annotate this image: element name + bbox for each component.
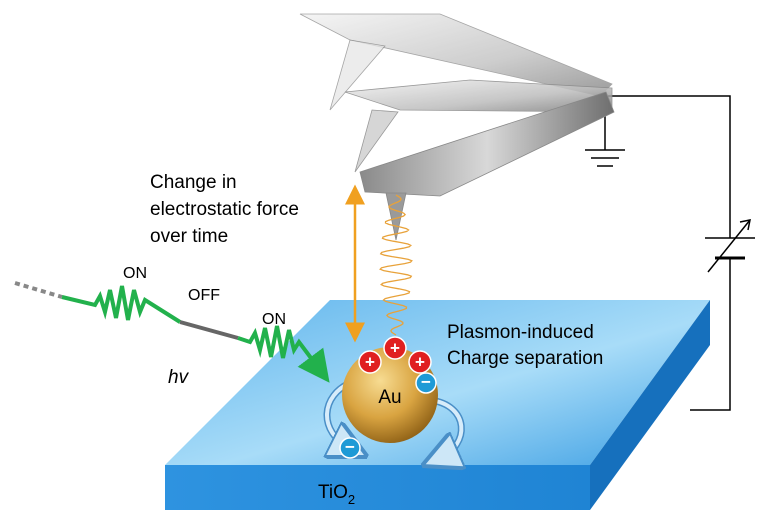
force-label: over time <box>150 226 228 247</box>
substrate-front <box>165 465 590 510</box>
charge-sign: − <box>345 438 355 457</box>
light-off <box>180 322 238 338</box>
on-label: ON <box>262 311 286 328</box>
particle-label: Au <box>378 387 401 408</box>
light-dashed <box>15 283 62 297</box>
off-label: OFF <box>188 287 220 304</box>
force-label: Change in <box>150 172 237 193</box>
photon-label: hv <box>168 367 190 388</box>
substrate-subscript: 2 <box>348 492 355 507</box>
charge-sign: + <box>390 339 400 358</box>
variable-arrow <box>708 220 750 272</box>
charge-sign: + <box>365 353 375 372</box>
charge-sign: − <box>421 373 431 392</box>
cantilevers <box>300 14 614 240</box>
force-label: electrostatic force <box>150 199 299 220</box>
on-label: ON <box>123 265 147 282</box>
substrate-formula: TiO <box>318 482 348 503</box>
charge-sign: + <box>415 353 425 372</box>
light-pulse <box>62 286 180 322</box>
diagram: Au + + + − − Change in electrostatic for… <box>0 0 757 510</box>
plasmon-label: Charge separation <box>447 348 603 369</box>
wire <box>608 96 730 238</box>
plasmon-label: Plasmon-induced <box>447 322 594 343</box>
